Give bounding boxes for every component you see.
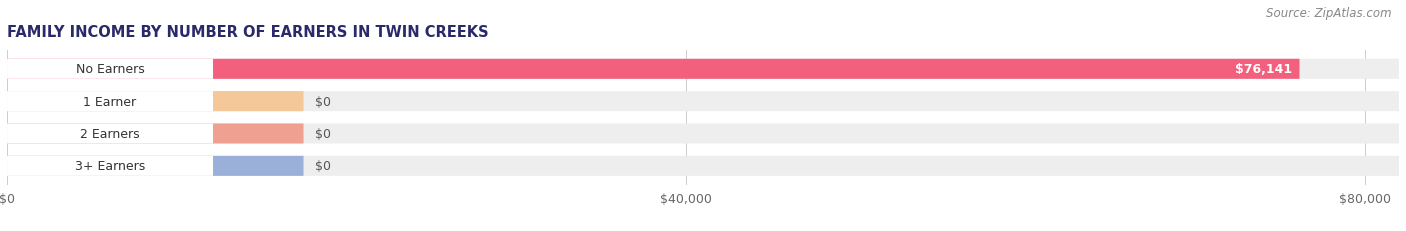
- Text: 2 Earners: 2 Earners: [80, 128, 139, 140]
- Text: 3+ Earners: 3+ Earners: [75, 160, 145, 173]
- FancyBboxPatch shape: [7, 60, 1399, 79]
- Text: FAMILY INCOME BY NUMBER OF EARNERS IN TWIN CREEKS: FAMILY INCOME BY NUMBER OF EARNERS IN TW…: [7, 25, 489, 40]
- FancyBboxPatch shape: [7, 124, 1399, 144]
- FancyBboxPatch shape: [7, 156, 304, 176]
- FancyBboxPatch shape: [7, 124, 304, 144]
- FancyBboxPatch shape: [7, 124, 214, 144]
- FancyBboxPatch shape: [7, 92, 1399, 112]
- Text: Source: ZipAtlas.com: Source: ZipAtlas.com: [1267, 7, 1392, 20]
- Text: No Earners: No Earners: [76, 63, 145, 76]
- FancyBboxPatch shape: [7, 60, 1299, 79]
- FancyBboxPatch shape: [7, 156, 214, 176]
- FancyBboxPatch shape: [7, 92, 304, 112]
- Text: 1 Earner: 1 Earner: [83, 95, 136, 108]
- FancyBboxPatch shape: [7, 92, 214, 112]
- Text: $0: $0: [315, 128, 330, 140]
- FancyBboxPatch shape: [7, 156, 1399, 176]
- FancyBboxPatch shape: [7, 60, 214, 79]
- Text: $0: $0: [315, 95, 330, 108]
- Text: $0: $0: [315, 160, 330, 173]
- Text: $76,141: $76,141: [1236, 63, 1292, 76]
